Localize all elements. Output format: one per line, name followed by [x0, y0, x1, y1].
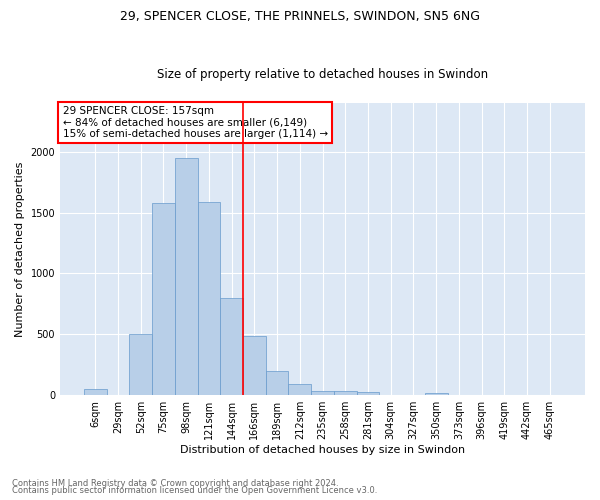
Text: Contains HM Land Registry data © Crown copyright and database right 2024.: Contains HM Land Registry data © Crown c… [12, 478, 338, 488]
Text: 29 SPENCER CLOSE: 157sqm
← 84% of detached houses are smaller (6,149)
15% of sem: 29 SPENCER CLOSE: 157sqm ← 84% of detach… [62, 106, 328, 139]
Bar [425, 393, 448, 395]
X-axis label: Distribution of detached houses by size in Swindon: Distribution of detached houses by size … [180, 445, 465, 455]
Bar [152, 203, 175, 395]
Bar [289, 384, 311, 395]
Bar [243, 336, 266, 395]
Bar [130, 334, 152, 395]
Bar [266, 371, 289, 395]
Bar [334, 391, 356, 395]
Bar [197, 202, 220, 395]
Title: Size of property relative to detached houses in Swindon: Size of property relative to detached ho… [157, 68, 488, 81]
Bar [175, 158, 197, 395]
Bar [311, 390, 334, 395]
Bar [84, 388, 107, 395]
Bar [356, 392, 379, 395]
Text: 29, SPENCER CLOSE, THE PRINNELS, SWINDON, SN5 6NG: 29, SPENCER CLOSE, THE PRINNELS, SWINDON… [120, 10, 480, 23]
Bar [220, 298, 243, 395]
Y-axis label: Number of detached properties: Number of detached properties [15, 162, 25, 337]
Text: Contains public sector information licensed under the Open Government Licence v3: Contains public sector information licen… [12, 486, 377, 495]
